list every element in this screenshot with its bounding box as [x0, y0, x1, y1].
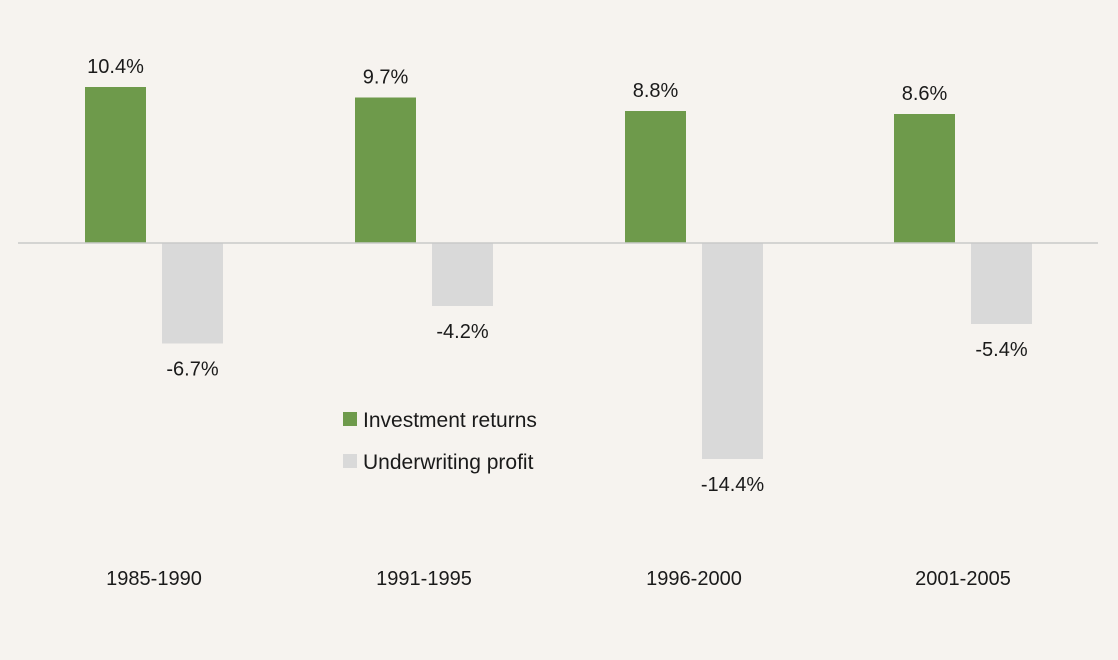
- category-label-1985-1990: 1985-1990: [106, 568, 202, 590]
- bar-underwriting-profit-1991-1995: [432, 243, 493, 306]
- category-label-1991-1995: 1991-1995: [376, 568, 472, 590]
- bars-layer: [85, 87, 1032, 459]
- data-label-underwriting-profit-2001-2005: -5.4%: [975, 339, 1027, 361]
- data-label-underwriting-profit-1996-2000: -14.4%: [701, 474, 765, 496]
- bar-investment-returns-1996-2000: [625, 111, 686, 243]
- legend-swatch-investment-returns: [343, 412, 357, 426]
- bar-investment-returns-2001-2005: [894, 114, 955, 243]
- bar-underwriting-profit-1985-1990: [162, 243, 223, 344]
- bar-investment-returns-1991-1995: [355, 97, 416, 243]
- data-label-investment-returns-1985-1990: 10.4%: [87, 56, 144, 78]
- data-label-investment-returns-2001-2005: 8.6%: [902, 83, 948, 105]
- data-label-investment-returns-1991-1995: 9.7%: [363, 67, 409, 89]
- category-label-1996-2000: 1996-2000: [646, 568, 742, 590]
- category-label-2001-2005: 2001-2005: [915, 568, 1011, 590]
- data-label-underwriting-profit-1991-1995: -4.2%: [436, 321, 488, 343]
- data-label-investment-returns-1996-2000: 8.8%: [633, 80, 679, 102]
- legend-label-investment-returns: Investment returns: [363, 409, 537, 432]
- bar-underwriting-profit-1996-2000: [702, 243, 763, 459]
- bar-underwriting-profit-2001-2005: [971, 243, 1032, 324]
- bar-investment-returns-1985-1990: [85, 87, 146, 243]
- legend-label-underwriting-profit: Underwriting profit: [363, 451, 534, 474]
- legend: Investment returns Underwriting profit: [343, 409, 537, 474]
- data-label-underwriting-profit-1985-1990: -6.7%: [166, 359, 218, 381]
- labels-layer: 10.4% -6.7% 1985-1990 9.7% -4.2% 1991-1995 8.8…: [87, 56, 1028, 590]
- legend-swatch-underwriting-profit: [343, 454, 357, 468]
